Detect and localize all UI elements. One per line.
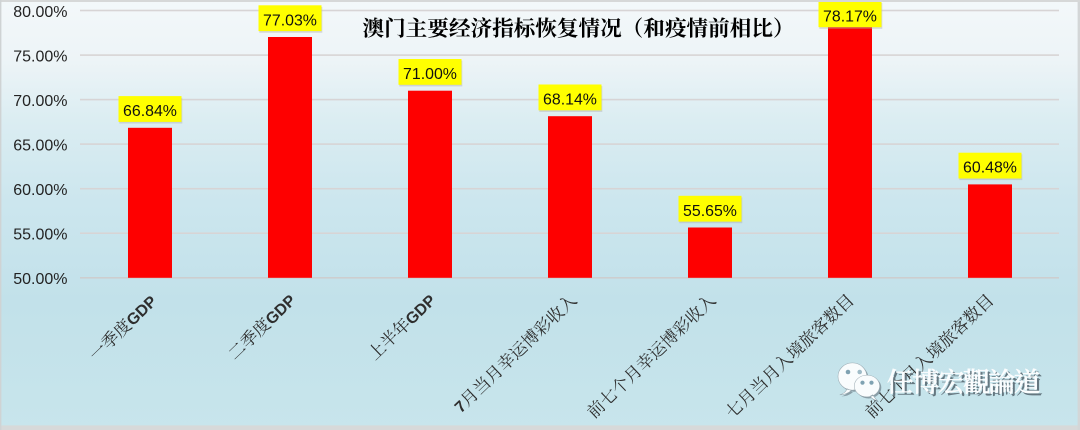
svg-text:55.65%: 55.65%: [683, 203, 737, 220]
svg-text:50.00%: 50.00%: [13, 271, 67, 288]
svg-text:71.00%: 71.00%: [403, 66, 457, 83]
svg-text:60.00%: 60.00%: [13, 182, 67, 199]
svg-text:75.00%: 75.00%: [13, 48, 67, 65]
svg-text:80.00%: 80.00%: [13, 4, 67, 21]
svg-text:60.48%: 60.48%: [963, 160, 1017, 177]
svg-text:77.03%: 77.03%: [263, 12, 317, 29]
svg-text:68.14%: 68.14%: [543, 92, 597, 109]
svg-text:70.00%: 70.00%: [13, 93, 67, 110]
svg-text:66.84%: 66.84%: [123, 103, 177, 120]
svg-text:65.00%: 65.00%: [13, 138, 67, 155]
svg-text:78.17%: 78.17%: [823, 8, 877, 25]
svg-text:55.00%: 55.00%: [13, 227, 67, 244]
